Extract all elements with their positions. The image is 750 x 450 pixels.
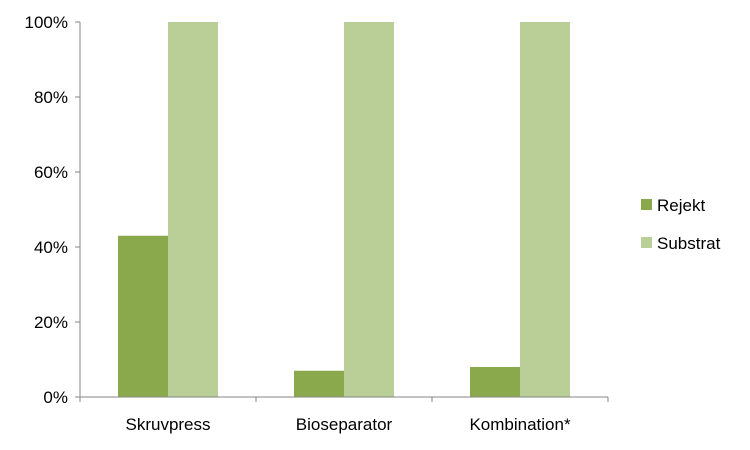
y-tick-label: 60% [34, 163, 68, 182]
legend-label-substrat: Substrat [657, 234, 721, 253]
legend-swatch-rejekt [641, 199, 652, 210]
bar-rejekt-0 [118, 235, 168, 397]
legend: Rejekt Substrat [641, 196, 721, 253]
x-category-label: Bioseparator [296, 415, 393, 434]
y-tick-label: 80% [34, 88, 68, 107]
y-tick-label: 40% [34, 238, 68, 257]
bar-substrat-2 [520, 22, 570, 397]
x-category-label: Kombination* [469, 415, 571, 434]
bar-substrat-0 [168, 22, 218, 397]
y-axis: 0% 20% 40% 60% 80% 100% [25, 13, 81, 407]
bar-rejekt-1 [294, 370, 344, 397]
y-tick-label: 100% [25, 13, 68, 32]
y-tick-label: 0% [43, 388, 68, 407]
x-category-label: Skruvpress [125, 415, 210, 434]
legend-swatch-substrat [641, 237, 652, 248]
legend-label-rejekt: Rejekt [657, 196, 705, 215]
plot-area [118, 22, 570, 397]
y-tick-label: 20% [34, 313, 68, 332]
bar-rejekt-2 [470, 367, 520, 397]
bar-substrat-1 [344, 22, 394, 397]
x-axis: Skruvpress Bioseparator Kombination* [79, 396, 609, 434]
